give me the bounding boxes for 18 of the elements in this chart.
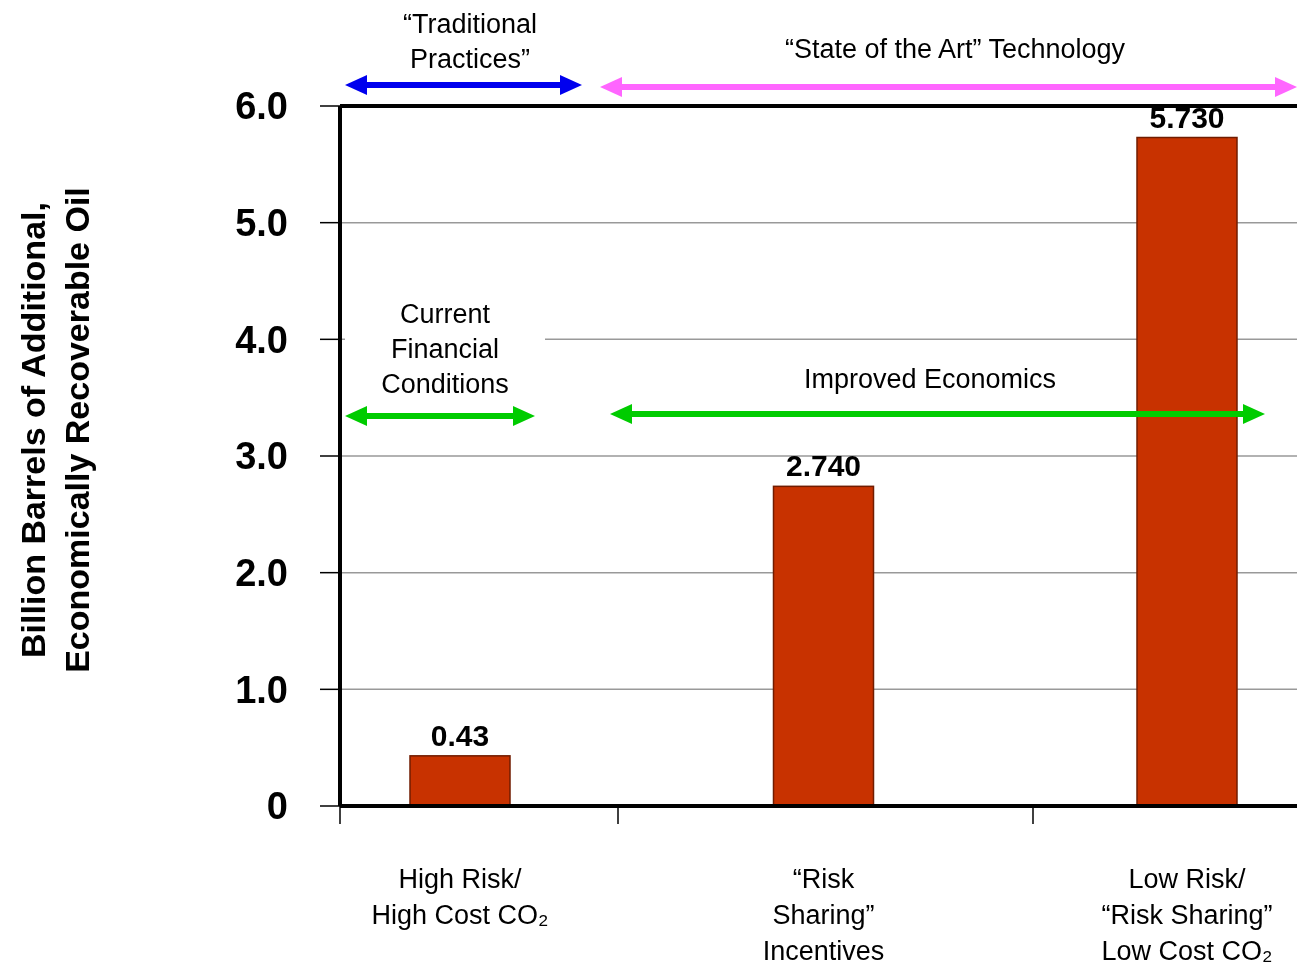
y-axis-title: Billion Barrels of Additional, Economically Recoverable Oil bbox=[14, 187, 96, 673]
x-tick-label: Low Risk/ “Risk Sharing” Low Cost CO₂ bbox=[1101, 864, 1273, 966]
text: “Traditional Practices” bbox=[402, 9, 538, 74]
data-label: 2.740 bbox=[785, 449, 862, 483]
text: “State of the Art” Technology bbox=[784, 34, 1126, 64]
y-tick-label: 3.0 bbox=[235, 435, 288, 478]
y-tick-label: 4.0 bbox=[235, 318, 288, 361]
y-tick-label: 6.0 bbox=[235, 85, 288, 128]
x-tick-label: High Risk/ High Cost CO₂ bbox=[371, 864, 549, 930]
y-tick-label: 5.0 bbox=[235, 201, 288, 244]
y-tick-label: 0 bbox=[266, 785, 288, 828]
x-tick-label: “Risk Sharing” Incentives bbox=[762, 864, 885, 966]
y-tick-label: 1.0 bbox=[235, 668, 288, 711]
y-tick-label: 2.0 bbox=[235, 551, 288, 594]
data-label: 0.43 bbox=[430, 718, 490, 752]
annotation: Improved Economics bbox=[803, 364, 1057, 394]
annotation: Current Financial Conditions bbox=[381, 299, 509, 399]
data-label: 5.730 bbox=[1149, 100, 1225, 134]
